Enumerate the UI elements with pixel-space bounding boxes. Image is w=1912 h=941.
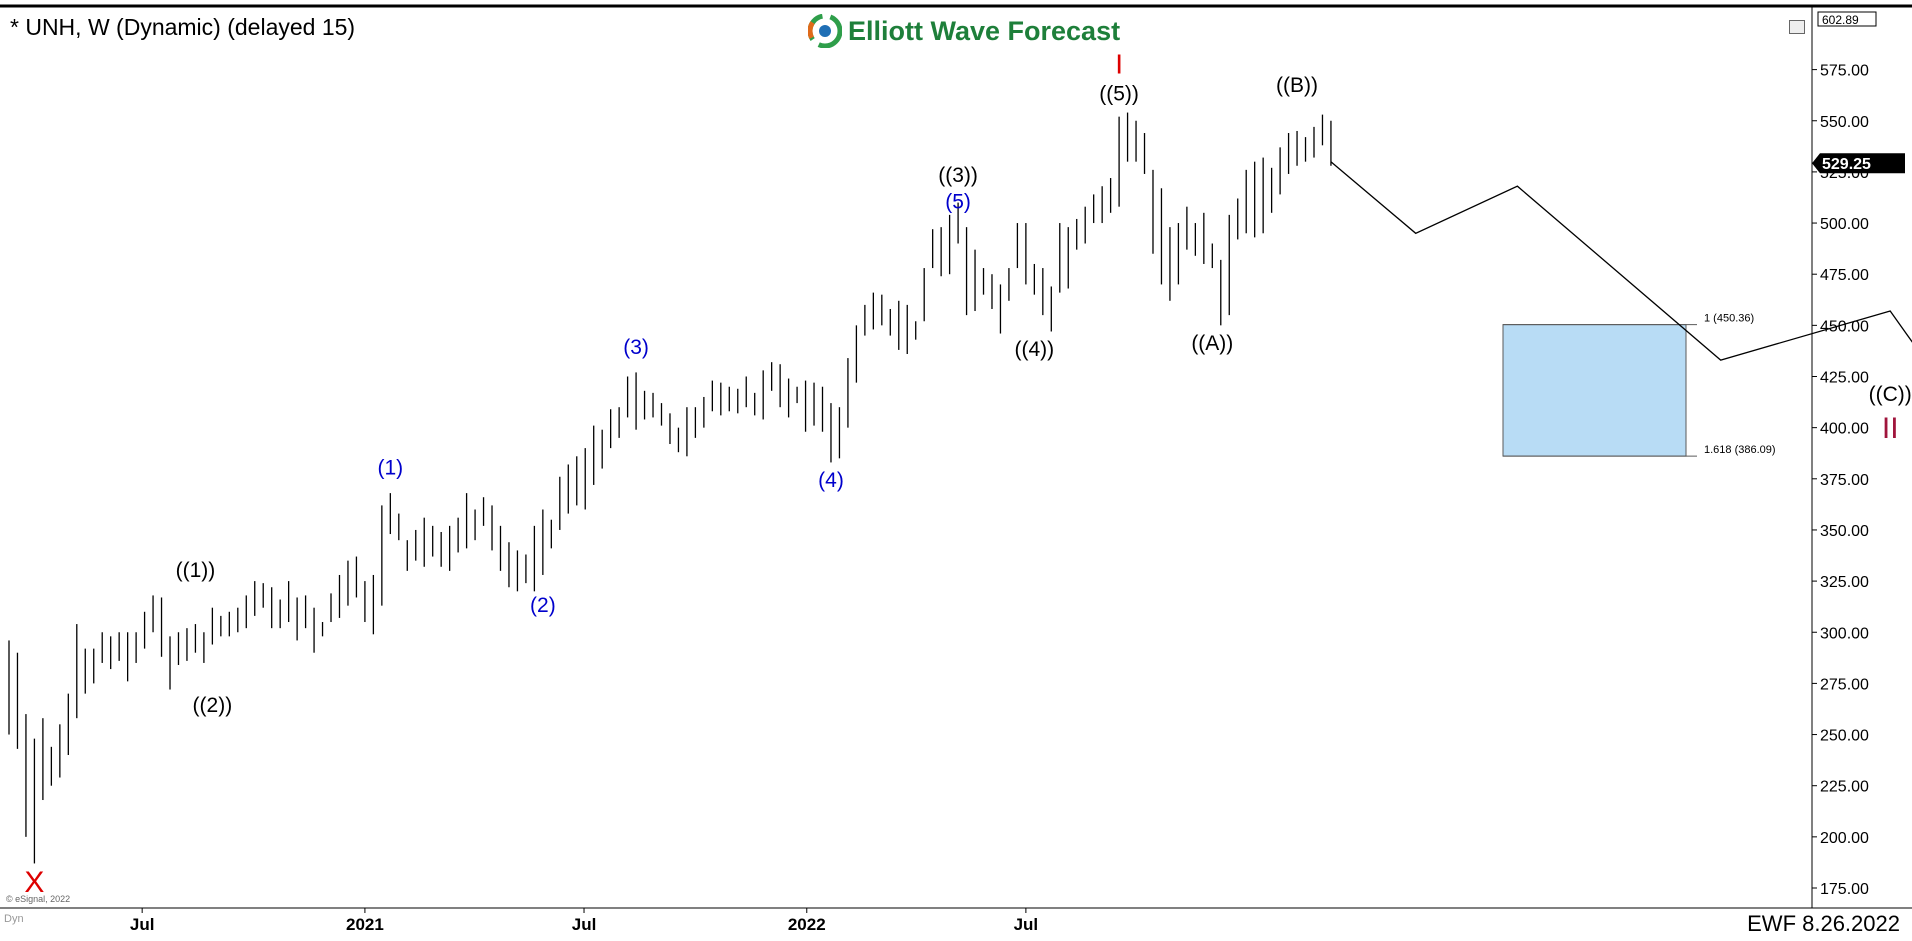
last-price-box — [1812, 153, 1905, 174]
time-tick-label: Jul — [1014, 915, 1039, 934]
symbol-title: * UNH, W (Dynamic) (delayed 15) — [10, 14, 356, 40]
wave-label: (2) — [530, 594, 556, 617]
price-tick-label: 300.00 — [1820, 625, 1869, 642]
ohlc-bars — [8, 112, 1332, 864]
wave-label: ((4)) — [1015, 338, 1055, 361]
price-tick-label: 375.00 — [1820, 472, 1869, 489]
wave-label: ((5)) — [1099, 82, 1139, 105]
price-tick-label: 400.00 — [1820, 421, 1869, 438]
fib-target-zone: 1 (450.36) 1.618 (386.09) — [1502, 313, 1776, 457]
restore-window-button[interactable] — [1789, 20, 1805, 34]
projected-wave-line — [1330, 161, 1912, 361]
time-tick-label: Jul — [572, 915, 597, 934]
wave-label: ((1)) — [176, 559, 216, 582]
price-tick-label: 475.00 — [1820, 267, 1869, 284]
top-price-label: 602.89 — [1822, 13, 1859, 27]
price-tick-label: 250.00 — [1820, 728, 1869, 745]
price-tick-label: 200.00 — [1820, 830, 1869, 847]
wave-label: (4) — [818, 469, 844, 492]
wave-label: ((2)) — [193, 694, 233, 717]
price-tick-label: 275.00 — [1820, 676, 1869, 693]
wave-label: ((A)) — [1191, 332, 1233, 355]
chart-frame — [0, 4, 1912, 909]
time-tick-label: 2022 — [788, 915, 826, 934]
price-axis: 175.00 200.00 225.00 250.00 275.00 300.00 325.… — [1812, 11, 1905, 898]
logo-text: Elliott Wave Forecast — [848, 15, 1121, 46]
price-tick-label: 500.00 — [1820, 216, 1869, 233]
fib-1618-label: 1.618 (386.09) — [1704, 444, 1776, 456]
time-axis: Jul 2021 Jul 2022 Jul — [130, 908, 1038, 934]
price-tick-label: 350.00 — [1820, 523, 1869, 540]
target-wave-label: ((C)) — [1869, 383, 1912, 406]
copyright-text: © eSignal, 2022 — [6, 894, 71, 904]
wave-label: (5) — [945, 191, 971, 214]
time-tick-label: 2021 — [346, 915, 384, 934]
target-box — [1502, 324, 1687, 457]
brand-logo: Elliott Wave Forecast — [808, 12, 1120, 50]
price-tick-label: 225.00 — [1820, 779, 1869, 796]
price-tick-label: 450.00 — [1820, 318, 1869, 335]
elliott-wave-logo-icon — [808, 14, 842, 48]
time-tick-label: Jul — [130, 915, 155, 934]
wave-label: X — [24, 866, 44, 899]
price-tick-label: 550.00 — [1820, 114, 1869, 131]
price-tick-label: 325.00 — [1820, 574, 1869, 591]
top-price-box — [1817, 11, 1877, 27]
last-price-label: 529.25 — [1822, 156, 1871, 173]
wave-label: ((3)) — [938, 164, 978, 187]
fib-1-label: 1 (450.36) — [1704, 313, 1754, 325]
date-stamp: EWF 8.26.2022 — [1747, 911, 1900, 936]
wave-label: (3) — [623, 336, 649, 359]
wave-label: I — [1115, 49, 1123, 80]
price-tick-label: 425.00 — [1820, 370, 1869, 387]
dyn-label: Dyn — [4, 913, 24, 925]
wave-label: ((B)) — [1276, 74, 1318, 97]
price-tick-label: 175.00 — [1820, 881, 1869, 898]
price-tick-label: 575.00 — [1820, 63, 1869, 80]
wave-labels: X ((1)) ((2)) (1) (2) (3) (4) ((3)) (5) ((4)) I((5… — [24, 49, 1911, 899]
projection-path — [1330, 161, 1912, 361]
wave-label: (1) — [377, 457, 403, 480]
target-wave-label: II — [1882, 412, 1899, 445]
